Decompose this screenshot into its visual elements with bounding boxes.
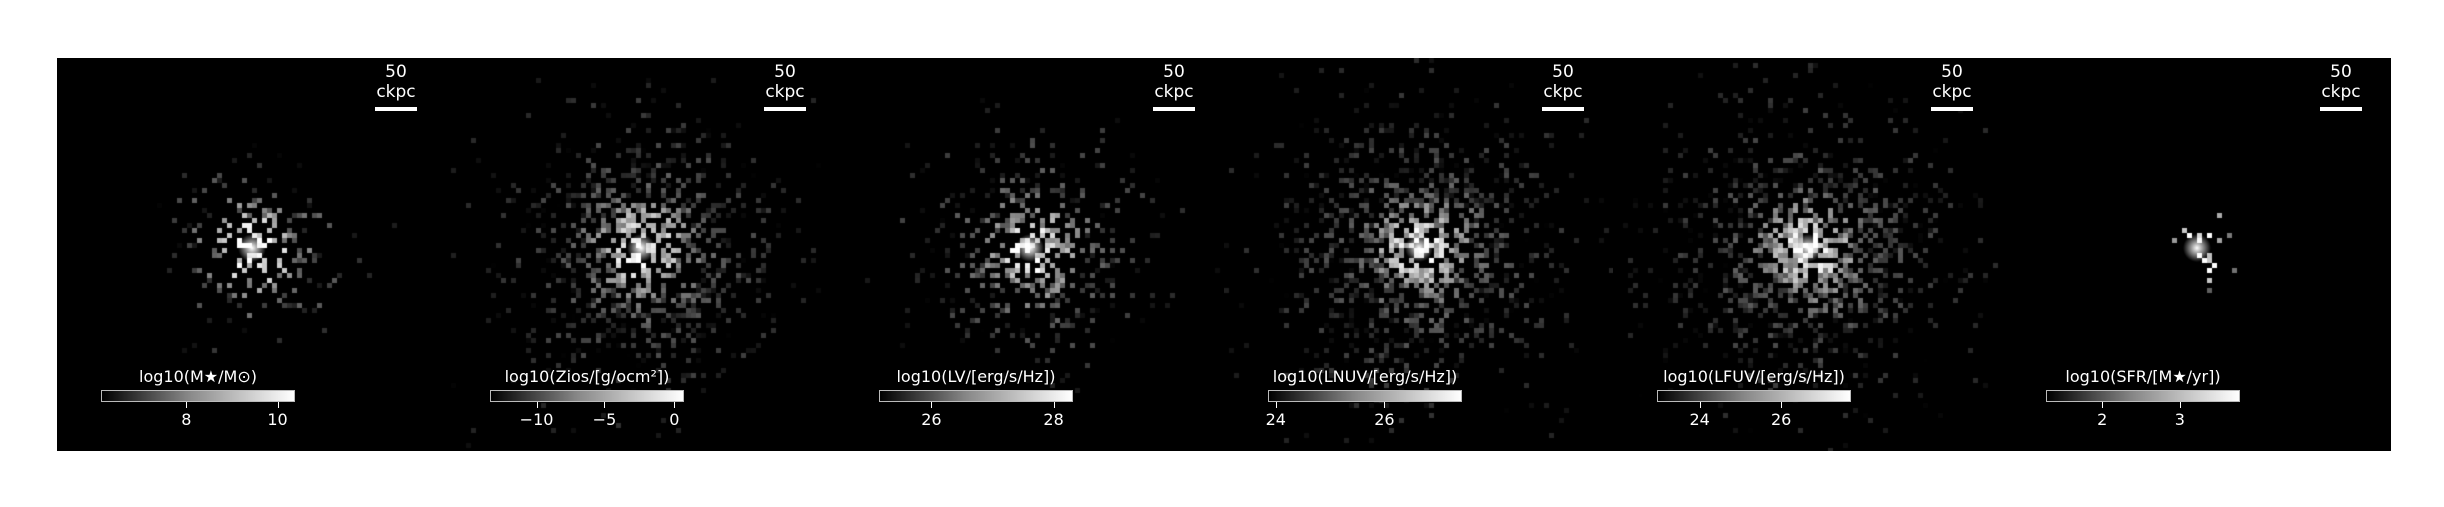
colorbar-tick — [1699, 402, 1701, 408]
colorbar-tick — [186, 402, 188, 408]
colorbar-label: log10(LNUV/[erg/s/Hz]) — [1272, 367, 1458, 386]
colorbar-tick-label: 24 — [1689, 410, 1710, 429]
scale-bar: 50 ckpc — [2311, 62, 2371, 111]
pixel-map — [2002, 58, 2391, 451]
colorbar — [1657, 390, 1851, 402]
colorbar-tick-label: 10 — [267, 410, 288, 429]
pixel-map — [1224, 58, 1613, 451]
image-strip: 50 ckpc log10(M★/M⊙) 8 10 50 ckpc log10(Zios/… — [57, 58, 2391, 451]
scale-text: 50 ckpc — [376, 62, 416, 102]
scale-text: 50 ckpc — [765, 62, 805, 102]
scale-line — [2320, 107, 2362, 111]
scale-bar: 50 ckpc — [1144, 62, 1204, 111]
colorbar-tick — [1275, 402, 1277, 408]
scale-bar: 50 ckpc — [755, 62, 815, 111]
colorbar-tick — [604, 402, 606, 408]
colorbar-tick — [536, 402, 538, 408]
map-panel-sfr: 50 ckpc log10(SFR/[M★/yr]) 2 3 — [2002, 58, 2391, 451]
map-panel-luminosity-nuv: 50 ckpc log10(LNUV/[erg/s/Hz]) 24 26 — [1224, 58, 1613, 451]
scale-bar: 50 ckpc — [1922, 62, 1982, 111]
colorbar-tick-label: 0 — [669, 410, 680, 429]
scale-text: 50 ckpc — [1543, 62, 1583, 102]
scale-text: 50 ckpc — [1154, 62, 1194, 102]
colorbar-tick-label: 28 — [1043, 410, 1064, 429]
map-panel-stellar-mass: 50 ckpc log10(M★/M⊙) 8 10 — [57, 58, 446, 451]
colorbar-tick-label: 26 — [921, 410, 942, 429]
colorbar-tick-label: 8 — [181, 410, 192, 429]
scale-line — [1542, 107, 1584, 111]
colorbar-tick — [1053, 402, 1055, 408]
scale-bar: 50 ckpc — [1533, 62, 1593, 111]
scale-line — [375, 107, 417, 111]
scale-text: 50 ckpc — [1932, 62, 1972, 102]
colorbar-tick-label: 2 — [2097, 410, 2108, 429]
scale-line — [1931, 107, 1973, 111]
colorbar-tick-label: −5 — [592, 410, 617, 429]
colorbar-label: log10(Zios/[g/ocm²]) — [504, 367, 670, 386]
pixel-map — [1613, 58, 2002, 451]
colorbar-label: log10(LFUV/[erg/s/Hz]) — [1663, 367, 1845, 386]
pixel-map — [57, 58, 446, 451]
map-panel-luminosity-fuv: 50 ckpc log10(LFUV/[erg/s/Hz]) 24 26 — [1613, 58, 2002, 451]
colorbar-tick — [931, 402, 933, 408]
colorbar-tick — [2179, 402, 2181, 408]
colorbar-tick-label: 24 — [1265, 410, 1286, 429]
colorbar — [490, 390, 684, 402]
scale-line — [764, 107, 806, 111]
scale-line — [1153, 107, 1195, 111]
colorbar-tick — [674, 402, 676, 408]
colorbar-tick-label: 3 — [2174, 410, 2185, 429]
map-panel-metallicity: 50 ckpc log10(Zios/[g/ocm²]) −10 −5 0 — [446, 58, 835, 451]
colorbar-tick — [277, 402, 279, 408]
colorbar — [101, 390, 295, 402]
colorbar-tick — [1384, 402, 1386, 408]
colorbar — [1268, 390, 1462, 402]
map-panel-luminosity-v: 50 ckpc log10(LV/[erg/s/Hz]) 26 28 — [835, 58, 1224, 451]
colorbar-tick — [2102, 402, 2104, 408]
colorbar — [879, 390, 1073, 402]
colorbar-tick-label: 26 — [1374, 410, 1395, 429]
colorbar-label: log10(SFR/[M★/yr]) — [2065, 367, 2221, 386]
colorbar-tick — [1781, 402, 1783, 408]
scale-bar: 50 ckpc — [366, 62, 426, 111]
colorbar — [2046, 390, 2240, 402]
colorbar-label: log10(M★/M⊙) — [139, 367, 257, 386]
pixel-map — [446, 58, 835, 451]
colorbar-tick-label: 26 — [1770, 410, 1792, 429]
colorbar-label: log10(LV/[erg/s/Hz]) — [896, 367, 1056, 386]
colorbar-tick-label: −10 — [519, 410, 554, 429]
scale-text: 50 ckpc — [2321, 62, 2361, 102]
pixel-map — [835, 58, 1224, 451]
